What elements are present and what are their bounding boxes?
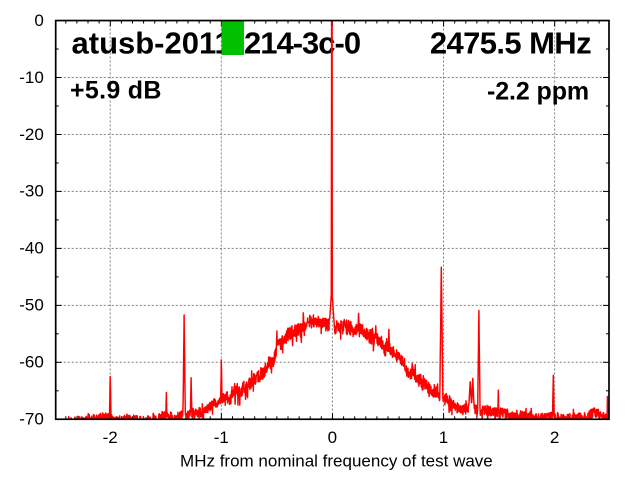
svg-text:-20: -20 — [19, 125, 44, 144]
svg-text:2475.5 MHz: 2475.5 MHz — [430, 26, 591, 61]
svg-text:-30: -30 — [19, 182, 44, 201]
svg-text:2: 2 — [550, 428, 559, 447]
svg-text:atusb-2011: atusb-2011 — [72, 26, 232, 61]
svg-text:-2: -2 — [103, 428, 118, 447]
svg-text:-1: -1 — [214, 428, 229, 447]
svg-text:214-3c-0: 214-3c-0 — [244, 26, 360, 61]
svg-text:-40: -40 — [19, 239, 44, 258]
svg-text:0: 0 — [328, 428, 337, 447]
svg-text:-60: -60 — [19, 353, 44, 372]
svg-text:1: 1 — [439, 428, 448, 447]
svg-text:-50: -50 — [19, 296, 44, 315]
svg-text:-70: -70 — [19, 410, 44, 429]
svg-text:-10: -10 — [19, 68, 44, 87]
svg-text:MHz from nominal frequency of: MHz from nominal frequency of test wave — [180, 452, 493, 471]
svg-text:0: 0 — [34, 11, 43, 30]
svg-text:+5.9 dB: +5.9 dB — [70, 77, 162, 105]
svg-text:-2.2 ppm: -2.2 ppm — [487, 78, 589, 106]
